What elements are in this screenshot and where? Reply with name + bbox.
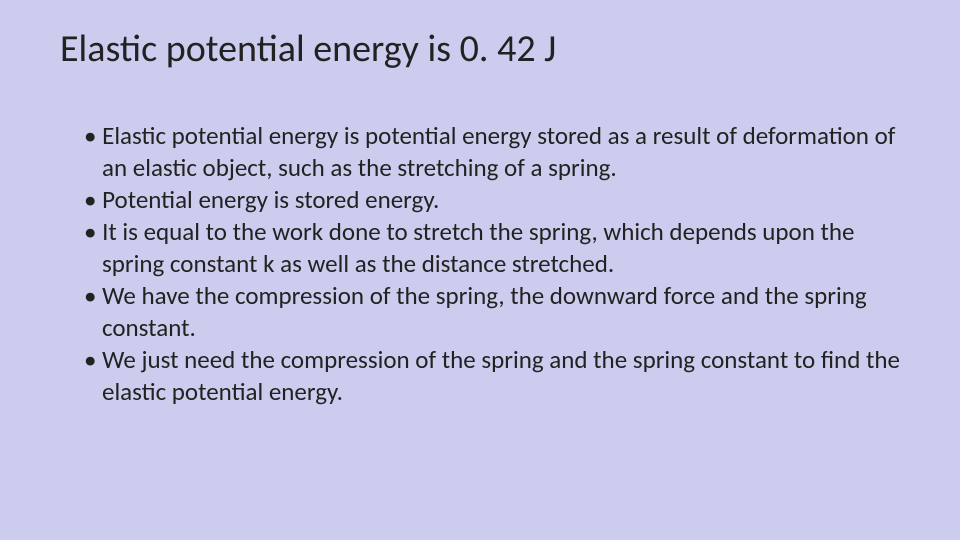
bullet-list: Elastic potential energy is potential en… [60,120,900,408]
bullet-item: We just need the compression of the spri… [84,344,900,408]
bullet-item: It is equal to the work done to stretch … [84,216,900,280]
bullet-item: Elastic potential energy is potential en… [84,120,900,184]
slide-title: Elastic potential energy is 0. 42 J [60,28,900,72]
bullet-item: We have the compression of the spring, t… [84,280,900,344]
bullet-item: Potential energy is stored energy. [84,184,900,216]
